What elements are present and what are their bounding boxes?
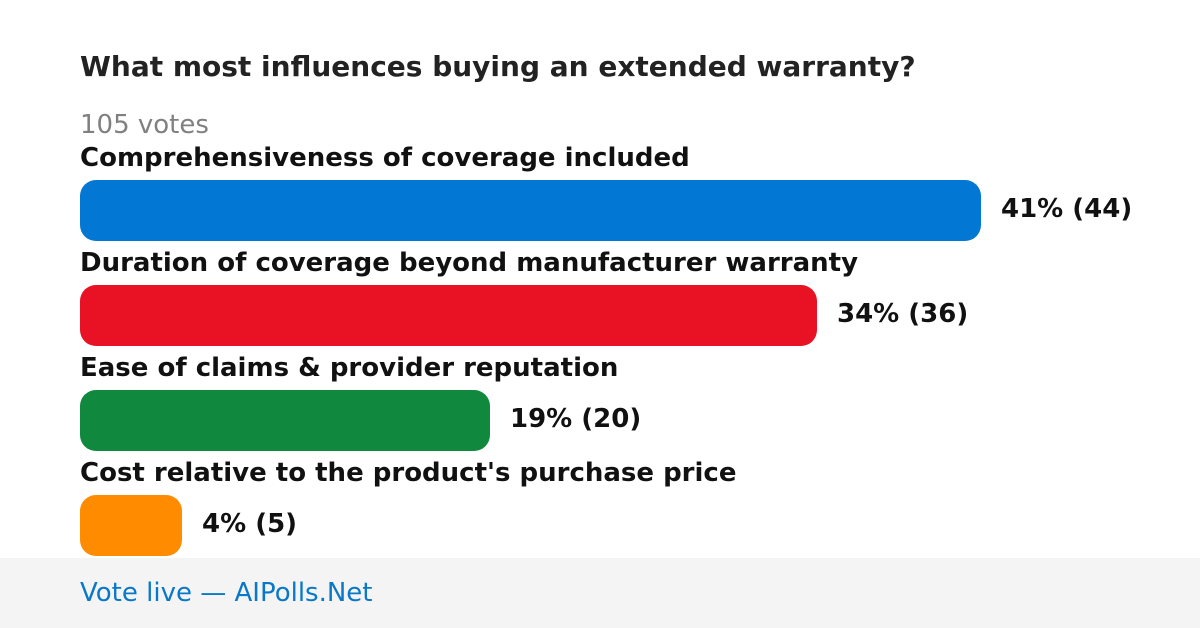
footer-bar: Vote live — AIPolls.Net <box>0 558 1200 628</box>
result-bar <box>80 285 817 346</box>
option-label: Ease of claims & provider reputation <box>80 353 619 383</box>
result-bar <box>80 180 981 241</box>
vote-count: 105 votes <box>80 110 209 140</box>
result-value-label: 41% (44) <box>1001 194 1133 224</box>
result-bar <box>80 390 490 451</box>
result-value-label: 34% (36) <box>837 299 969 329</box>
option-label: Cost relative to the product's purchase … <box>80 458 737 488</box>
poll-title: What most influences buying an extended … <box>80 50 916 83</box>
option-label: Duration of coverage beyond manufacturer… <box>80 248 859 278</box>
result-value-label: 19% (20) <box>510 404 642 434</box>
vote-live-link[interactable]: Vote live — AIPolls.Net <box>80 578 373 608</box>
option-label: Comprehensiveness of coverage included <box>80 143 690 173</box>
result-bar <box>80 495 182 556</box>
result-value-label: 4% (5) <box>202 509 298 539</box>
